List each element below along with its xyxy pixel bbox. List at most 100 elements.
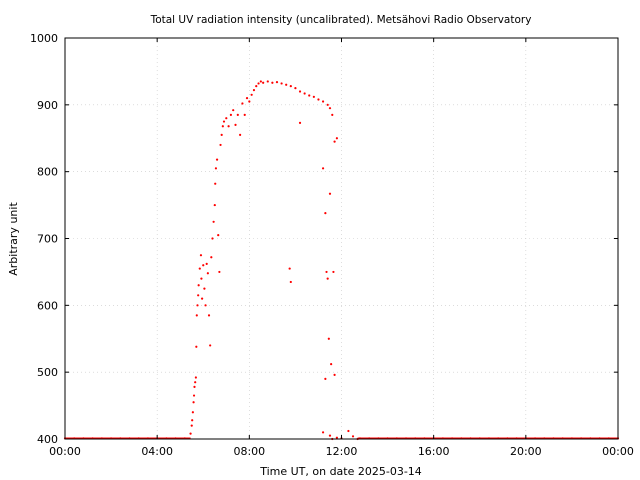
data-point [285, 83, 288, 86]
y-tick-label: 900 [37, 99, 58, 112]
data-point [241, 102, 244, 105]
y-axis-ticks: 400 500 600 700 800 900 1000 [30, 32, 618, 446]
x-tick-label: 00:00 [602, 445, 634, 458]
data-point [294, 87, 297, 90]
data-point [236, 113, 239, 116]
x-tick-label: 00:00 [49, 445, 81, 458]
data-point [193, 385, 196, 388]
data-point [312, 95, 315, 98]
data-point [333, 140, 336, 143]
data-point [289, 85, 292, 88]
x-tick-label: 20:00 [510, 445, 542, 458]
data-point [195, 345, 198, 348]
data-point [298, 90, 302, 93]
data-point [248, 100, 251, 103]
y-tick-label: 700 [37, 233, 58, 246]
data-point [194, 381, 197, 384]
data-point [245, 97, 249, 100]
data-point [232, 109, 235, 112]
data-point [210, 256, 213, 259]
data-point [192, 401, 195, 404]
data-point [214, 182, 217, 185]
data-point [222, 120, 226, 123]
data-point [328, 434, 332, 437]
y-tick-label: 500 [37, 366, 58, 379]
data-point [213, 203, 216, 207]
plot-frame [64, 37, 619, 440]
data-point [220, 133, 223, 137]
data-point [324, 212, 327, 215]
data-point [204, 304, 207, 307]
data-point [335, 436, 338, 439]
data-point [328, 192, 332, 195]
data-point [203, 287, 206, 290]
data-point [212, 220, 215, 223]
data-point [317, 98, 320, 101]
data-point [324, 377, 327, 380]
data-point [221, 125, 224, 128]
data-point [275, 81, 279, 84]
data-point [303, 92, 306, 95]
data-point [198, 267, 201, 270]
x-tick-label: 12:00 [326, 445, 358, 458]
data-point [328, 107, 332, 110]
data-point [209, 344, 212, 347]
data-point [205, 262, 208, 265]
data-point [196, 304, 199, 307]
x-axis-ticks: 00:00 04:00 08:00 12:00 16:00 20:00 00:00 [49, 38, 634, 458]
data-point [217, 234, 220, 237]
data-point [259, 80, 262, 83]
data-point [331, 113, 334, 116]
y-tick-label: 800 [37, 166, 58, 179]
data-point [199, 254, 203, 257]
data-point [214, 167, 218, 170]
y-tick-label: 600 [37, 299, 58, 312]
data-point [326, 103, 329, 106]
data-point [326, 277, 329, 280]
data-point [229, 113, 232, 116]
data-point [298, 121, 302, 124]
data-point [266, 80, 269, 83]
data-point [257, 82, 260, 85]
data-point [234, 123, 237, 126]
data-point [215, 158, 219, 161]
data-point [255, 85, 258, 88]
data-point [351, 435, 355, 438]
data-point [206, 272, 209, 275]
data-point [211, 237, 214, 240]
data-point [192, 394, 196, 397]
chart-title: Total UV radiation intensity (uncalibrat… [150, 14, 532, 26]
x-tick-label: 16:00 [418, 445, 450, 458]
grid-lines [65, 38, 618, 439]
data-point [325, 270, 328, 274]
data-point [321, 431, 325, 434]
x-tick-label: 04:00 [141, 445, 173, 458]
data-point [321, 100, 325, 103]
data-point [197, 294, 200, 297]
data-point [194, 376, 197, 379]
data-point [190, 424, 193, 427]
data-point [239, 133, 242, 137]
data-point [262, 81, 265, 84]
data-point [321, 167, 325, 170]
data-point [191, 419, 194, 422]
data-point [191, 411, 194, 414]
data-point [332, 270, 335, 274]
data-point [252, 89, 256, 92]
data-point [243, 113, 246, 116]
data-point [250, 93, 253, 96]
data-point [288, 267, 291, 270]
data-point [308, 94, 311, 97]
data-point [218, 270, 221, 274]
data-point [207, 314, 211, 317]
data-point [335, 137, 338, 140]
data-point [347, 429, 350, 433]
y-axis-label: Arbitrary unit [7, 202, 20, 276]
data-point [271, 81, 274, 84]
y-tick-label: 400 [37, 433, 58, 446]
data-point [200, 277, 203, 280]
data-point [330, 363, 333, 366]
data-point [189, 432, 192, 435]
data-point [225, 117, 228, 120]
